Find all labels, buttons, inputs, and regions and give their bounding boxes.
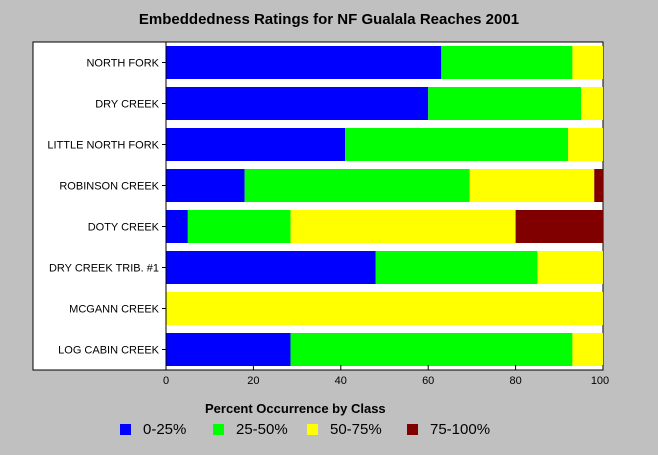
bar-segment: [537, 251, 603, 284]
chart-title: Embeddedness Ratings for NF Gualala Reac…: [138, 11, 520, 28]
bar-segment: [166, 251, 376, 284]
legend-label: 50-75%: [330, 421, 382, 438]
category-label: LITTLE NORTH FORK: [47, 140, 159, 152]
category-label: ROBINSON CREEK: [59, 181, 159, 193]
bar-segment: [290, 333, 573, 366]
x-axis-ticks: 0 20 40 60 80 100: [163, 365, 609, 387]
bar-segment: [345, 128, 569, 161]
legend-label: 0-25%: [143, 421, 187, 438]
category-label: DRY CREEK TRIB. #1: [49, 263, 159, 275]
bar-segment: [166, 210, 188, 243]
bar-segment: [166, 46, 442, 79]
legend-swatch: [307, 424, 318, 435]
bar-segment: [572, 46, 603, 79]
legend-swatch: [407, 424, 418, 435]
x-tick-label: 0: [163, 375, 169, 387]
bar-segment: [187, 210, 291, 243]
legend-label: 25-50%: [236, 421, 288, 438]
bar-segment: [515, 210, 603, 243]
category-label: MCGANN CREEK: [69, 304, 160, 316]
bar-segment: [166, 169, 245, 202]
x-tick-label: 20: [247, 375, 259, 387]
category-labels: NORTH FORK DRY CREEK LITTLE NORTH FORK ROBI…: [47, 58, 166, 357]
legend-swatch: [120, 424, 131, 435]
bar-segment: [290, 210, 516, 243]
bar-segment: [244, 169, 470, 202]
legend-swatch: [213, 424, 224, 435]
x-tick-label: 80: [509, 375, 521, 387]
category-label: LOG CABIN CREEK: [58, 345, 160, 357]
x-tick-label: 60: [422, 375, 434, 387]
legend-label: 75-100%: [430, 421, 491, 438]
legend-title: Percent Occurrence by Class: [205, 401, 386, 416]
bar-segment: [568, 128, 603, 161]
x-tick-label: 100: [591, 375, 609, 387]
bar-segment: [166, 292, 603, 325]
bar-segment: [428, 87, 582, 120]
category-label: DOTY CREEK: [88, 222, 160, 234]
bar-segment: [441, 46, 573, 79]
bar-segment: [166, 128, 346, 161]
bar-segment: [572, 333, 603, 366]
category-label: DRY CREEK: [95, 99, 159, 111]
bar-segment: [469, 169, 595, 202]
bar-segment: [581, 87, 603, 120]
bar-segment: [594, 169, 603, 202]
bar-segment: [166, 333, 291, 366]
x-tick-label: 40: [335, 375, 347, 387]
category-label: NORTH FORK: [86, 58, 159, 70]
bar-segment: [166, 87, 429, 120]
bars-layer: [166, 46, 603, 366]
bar-segment: [375, 251, 538, 284]
